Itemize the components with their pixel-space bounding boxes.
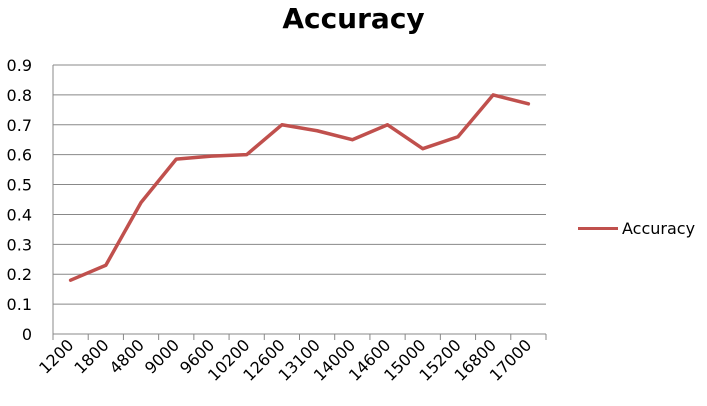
gridlines xyxy=(53,64,546,305)
x-tick-labels: 1200180048009000960010200126001310014000… xyxy=(35,335,535,384)
legend-line-swatch xyxy=(578,226,618,230)
series-line-accuracy xyxy=(68,93,531,282)
y-tick-label: 0.6 xyxy=(7,146,32,165)
legend-label: Accuracy xyxy=(622,218,696,238)
x-tick-label: 4800 xyxy=(106,335,148,377)
x-tick-label: 1200 xyxy=(35,335,77,377)
chart-title: Accuracy xyxy=(282,2,425,35)
y-tick-label: 0.7 xyxy=(7,116,32,135)
y-tick-label: 0.5 xyxy=(7,176,32,195)
y-tick-label: 0 xyxy=(22,325,32,344)
y-tick-labels: 0 0.1 0.2 0.3 0.4 0.5 0.6 0.7 0.8 0.9 xyxy=(7,56,32,344)
y-tick-label: 0.1 xyxy=(7,295,32,314)
legend: Accuracy xyxy=(578,216,695,240)
y-tick-label: 0.4 xyxy=(7,205,32,224)
y-tick-label: 0.2 xyxy=(7,265,32,284)
y-tick-label: 0.8 xyxy=(7,86,32,105)
x-tick-label: 9000 xyxy=(141,335,183,377)
y-tick-label: 0.3 xyxy=(7,235,32,254)
series-group xyxy=(68,93,531,282)
x-tick-label: 1800 xyxy=(70,335,112,377)
y-tick-label: 0.9 xyxy=(7,56,32,75)
axes xyxy=(52,65,547,340)
